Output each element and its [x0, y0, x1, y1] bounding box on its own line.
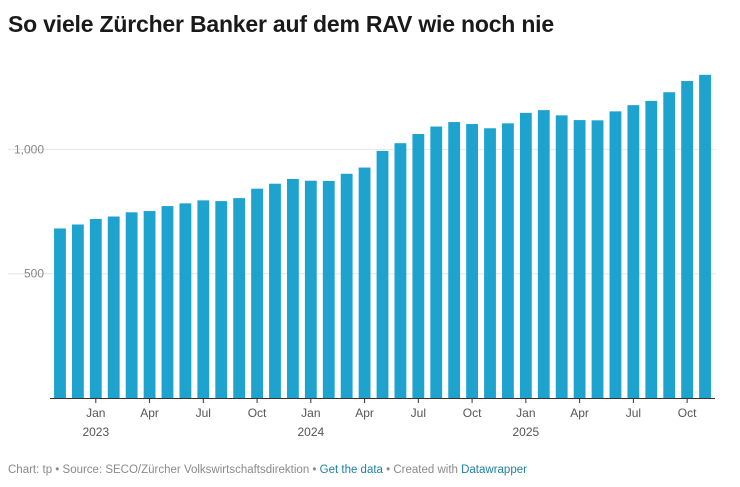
x-tick-month-label: Jul [411, 406, 426, 420]
bar: Jul 2023: 795 [197, 200, 210, 398]
bar: Oct 2025: 1275 [681, 81, 694, 398]
bar: Feb 2023: 730 [107, 216, 120, 398]
y-tick-label: 500 [24, 267, 44, 281]
bar: May 2023: 772 [161, 206, 174, 398]
x-tick-month-label: Oct [248, 406, 267, 420]
bar: Nov 2025: 1300 [699, 74, 711, 398]
bar: Jul 2025: 1178 [627, 105, 640, 399]
bar: Jan 2025: 1147 [519, 112, 532, 399]
bar: May 2024: 994 [376, 150, 389, 398]
bar: Jun 2025: 1153 [609, 111, 622, 399]
bar: Mar 2023: 747 [125, 212, 138, 398]
footer-credits: Chart: tp • Source: SECO/Zürcher Volkswi… [8, 464, 320, 476]
footer-created-with: • Created with [382, 464, 462, 476]
x-tick-month-label: Apr [140, 406, 159, 420]
bars: Nov 2022: 682 Dec 2022: 698 Jan 2023: 720 F… [54, 74, 711, 399]
bar: Feb 2025: 1158 [537, 110, 550, 399]
bar: Sep 2023: 804 [233, 198, 246, 398]
bar: Oct 2024: 1102 [466, 124, 479, 398]
bar: Oct 2023: 842 [251, 188, 263, 398]
bar: Sep 2025: 1230 [663, 92, 676, 398]
x-tick-month-label: Jul [626, 406, 641, 420]
bar: Aug 2023: 792 [215, 201, 228, 398]
datawrapper-link[interactable]: Datawrapper [461, 464, 527, 476]
x-axis-ticks: Jan 2023 Apr Jul Oct Jan 2024 Apr Jul Oct Jan 2025 A… [82, 399, 697, 439]
bar: Apr 2024: 927 [358, 167, 371, 398]
bar: Dec 2023: 881 [286, 178, 299, 398]
bar: Sep 2024: 1110 [448, 122, 461, 399]
bar: Nov 2024: 1085 [484, 128, 496, 398]
x-tick-year-label: 2024 [297, 425, 324, 439]
y-tick-label: 1,000 [14, 142, 44, 156]
bar: Aug 2024: 1092 [430, 126, 443, 398]
x-tick-month-label: Jan [516, 406, 535, 420]
bar: Aug 2025: 1195 [645, 100, 658, 399]
x-tick-month-label: Oct [463, 406, 482, 420]
bar: Apr 2025: 1118 [573, 120, 586, 398]
bar: Mar 2024: 902 [340, 173, 353, 398]
x-tick-month-label: Jan [86, 406, 105, 420]
bar: Dec 2024: 1105 [502, 123, 514, 399]
bar: Feb 2024: 873 [322, 180, 335, 398]
bar: Jul 2024: 1062 [412, 133, 425, 399]
x-tick-month-label: Jan [301, 406, 320, 420]
bar: Mar 2025: 1137 [555, 115, 568, 398]
bar: Nov 2022: 682 [54, 228, 66, 398]
footer: Chart: tp • Source: SECO/Zürcher Volkswi… [8, 464, 527, 476]
bar: May 2025: 1117 [591, 120, 604, 398]
x-tick-year-label: 2023 [82, 425, 109, 439]
bar: Jun 2024: 1025 [394, 143, 407, 398]
bar: Nov 2023: 862 [269, 183, 281, 398]
x-tick-month-label: Apr [355, 406, 374, 420]
get-the-data-link[interactable]: Get the data [319, 464, 383, 476]
chart-title: So viele Zürcher Banker auf dem RAV wie … [8, 11, 554, 37]
bar: Dec 2022: 698 [71, 224, 84, 398]
x-tick-year-label: 2025 [512, 425, 539, 439]
x-tick-month-label: Oct [678, 406, 697, 420]
x-tick-month-label: Apr [570, 406, 589, 420]
bar: Jan 2023: 720 [89, 219, 102, 398]
bar: Jun 2023: 783 [179, 203, 192, 398]
bar: Jan 2024: 874 [304, 180, 317, 398]
bar: Apr 2023: 752 [143, 211, 156, 398]
x-tick-month-label: Jul [196, 406, 211, 420]
